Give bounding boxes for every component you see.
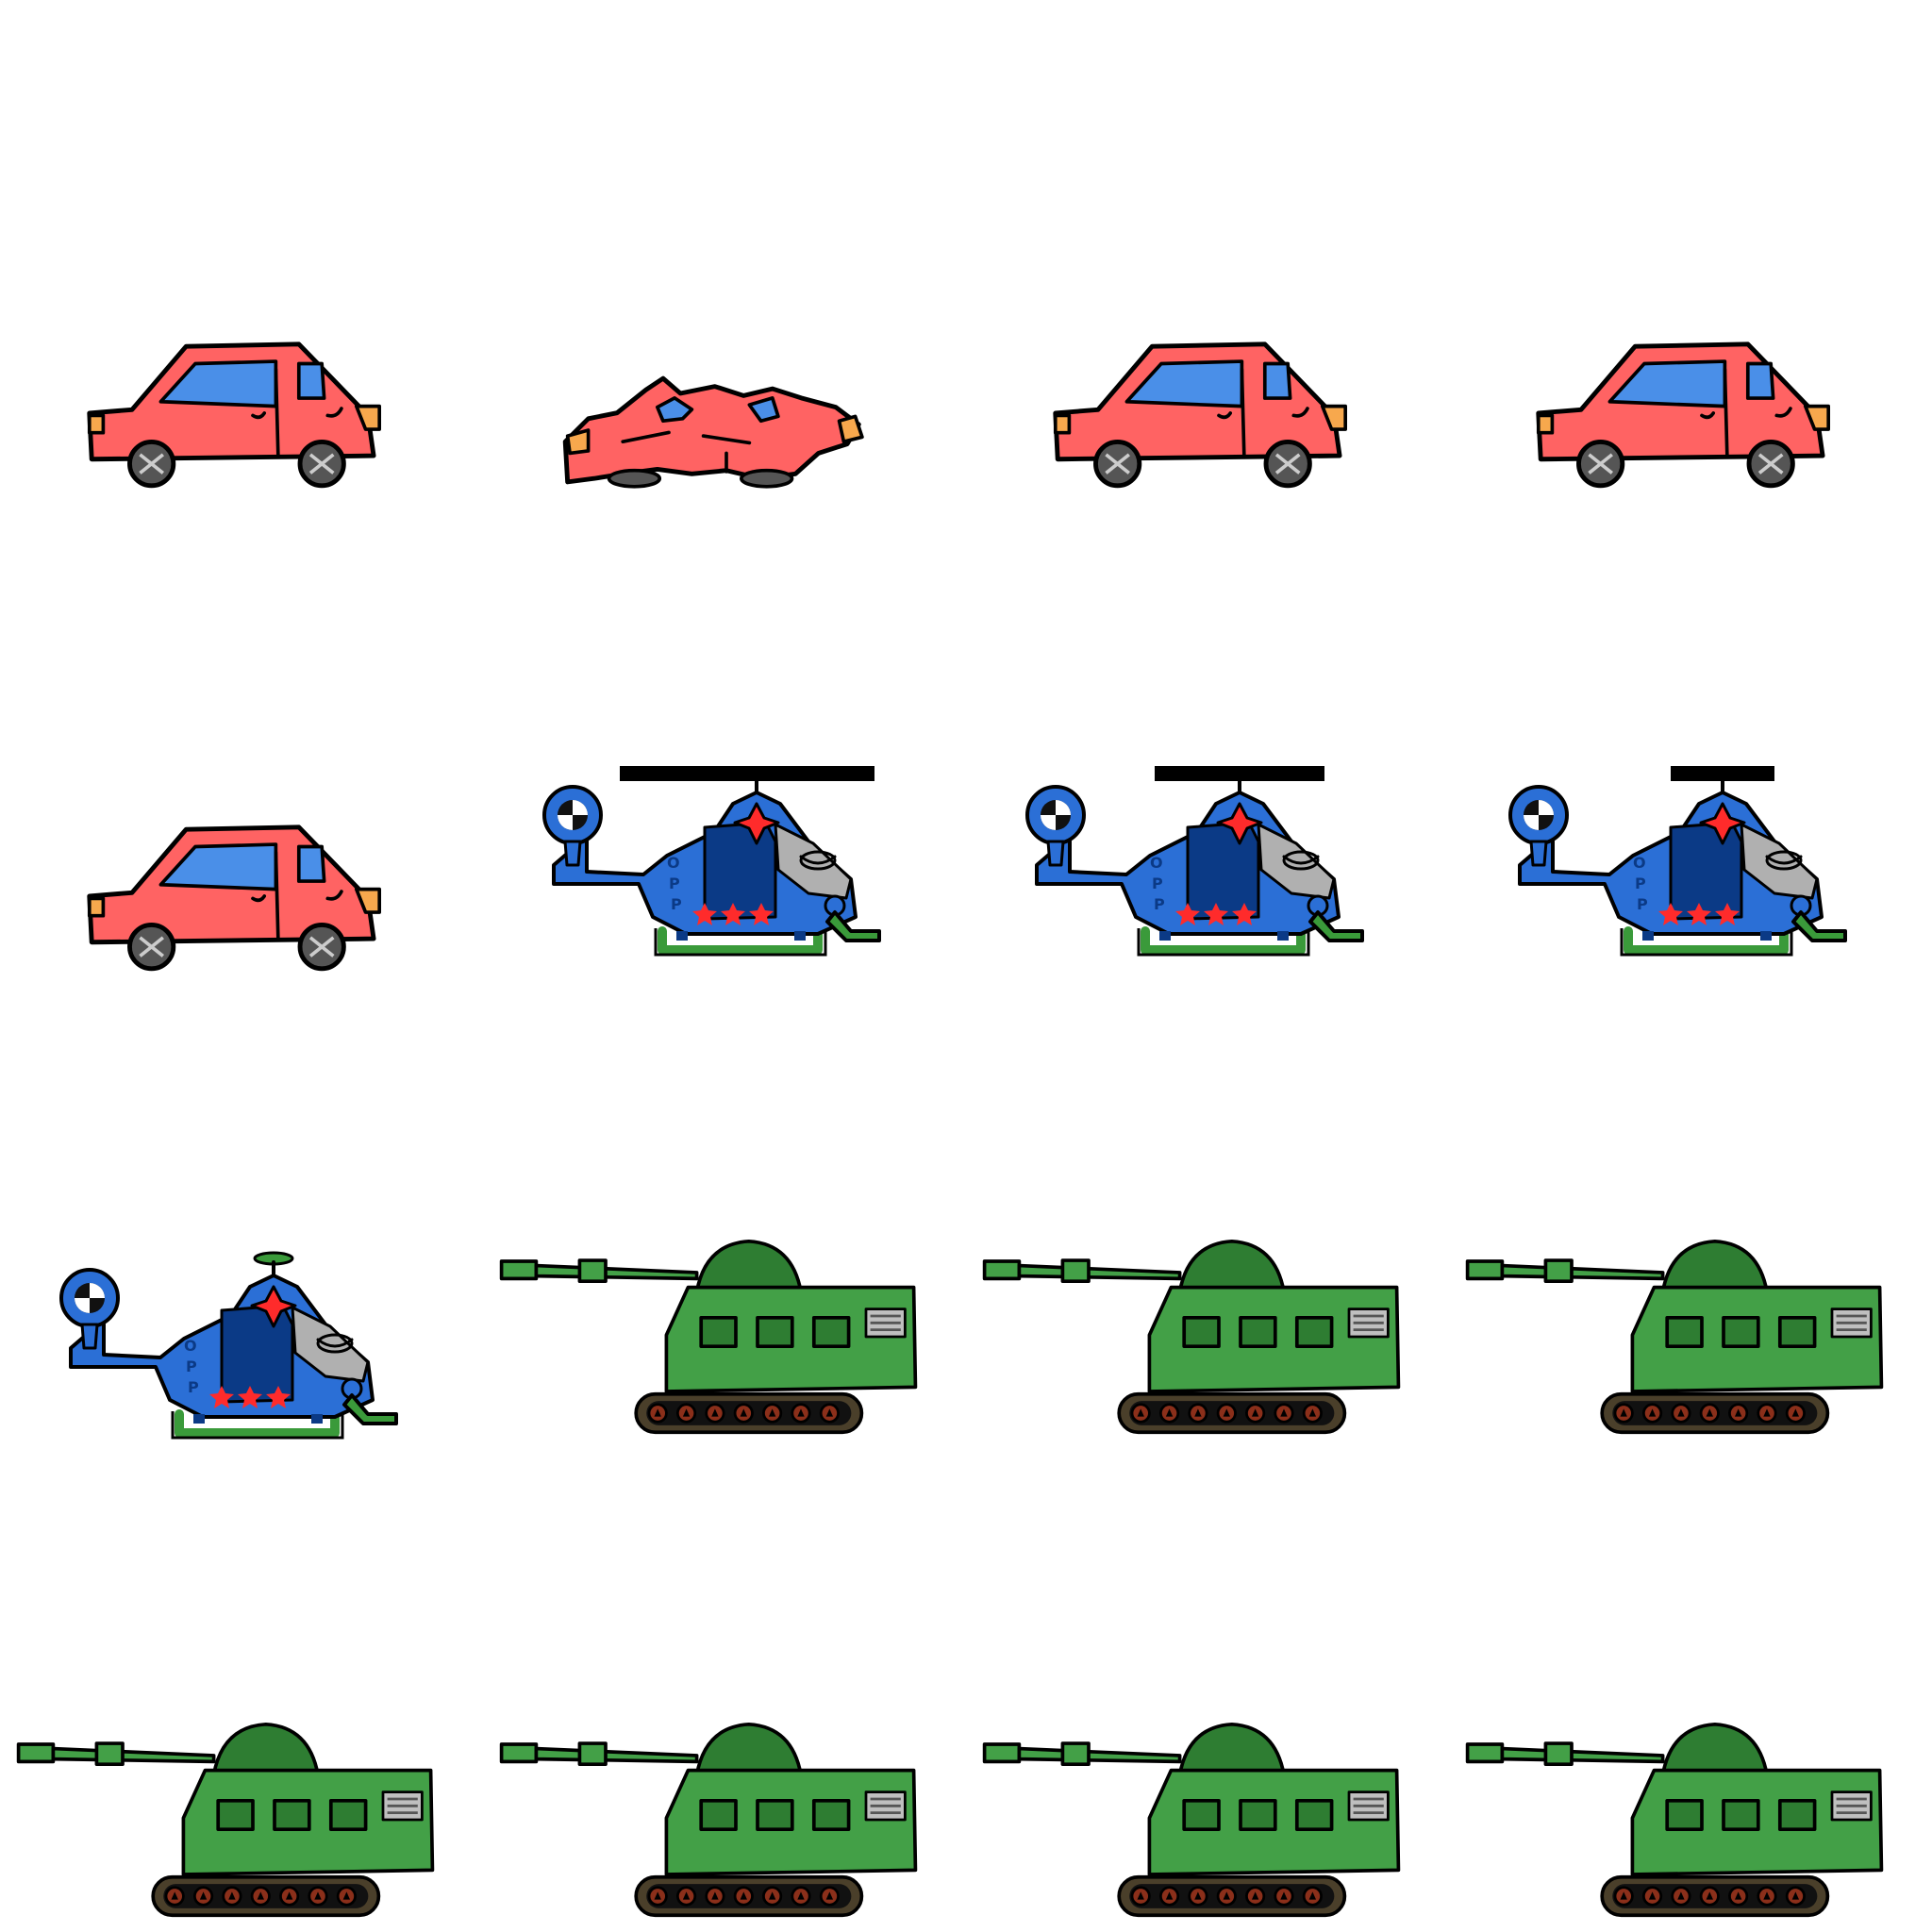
green-tank-sprite [1465, 1723, 1884, 1918]
heli-tail-letter: O [184, 1337, 197, 1355]
heli-tail-letter: P [1635, 874, 1646, 892]
red-car-intact-sprite [87, 341, 382, 489]
red-car-intact-sprite [1053, 341, 1348, 489]
heli-tail-letter: P [188, 1378, 199, 1396]
heli-tail-letter: P [1637, 895, 1648, 913]
green-tank-sprite [499, 1240, 918, 1435]
green-tank-sprite [1465, 1240, 1884, 1435]
red-car-wrecked-sprite [562, 375, 864, 489]
blue-helicopter-rotor-short-sprite: O P P [1508, 766, 1847, 957]
green-tank-sprite [499, 1723, 918, 1918]
green-tank-sprite [982, 1723, 1401, 1918]
red-car-intact-sprite [87, 824, 382, 972]
heli-tail-letter: O [1150, 854, 1163, 872]
heli-tail-letter: P [669, 874, 680, 892]
blue-helicopter-rotor-none-sprite: O P P [59, 1251, 398, 1440]
blue-helicopter-rotor-medium-sprite: O P P [1025, 766, 1364, 957]
heli-tail-letter: O [667, 854, 680, 872]
heli-tail-letter: P [671, 895, 682, 913]
green-tank-sprite [982, 1240, 1401, 1435]
heli-tail-letter: P [1152, 874, 1163, 892]
heli-tail-letter: P [1154, 895, 1165, 913]
heli-tail-letter: P [186, 1357, 197, 1375]
blue-helicopter-rotor-wide-sprite: O P P [542, 766, 881, 957]
red-car-intact-sprite [1536, 341, 1831, 489]
heli-tail-letter: O [1633, 854, 1646, 872]
green-tank-sprite [16, 1723, 435, 1918]
